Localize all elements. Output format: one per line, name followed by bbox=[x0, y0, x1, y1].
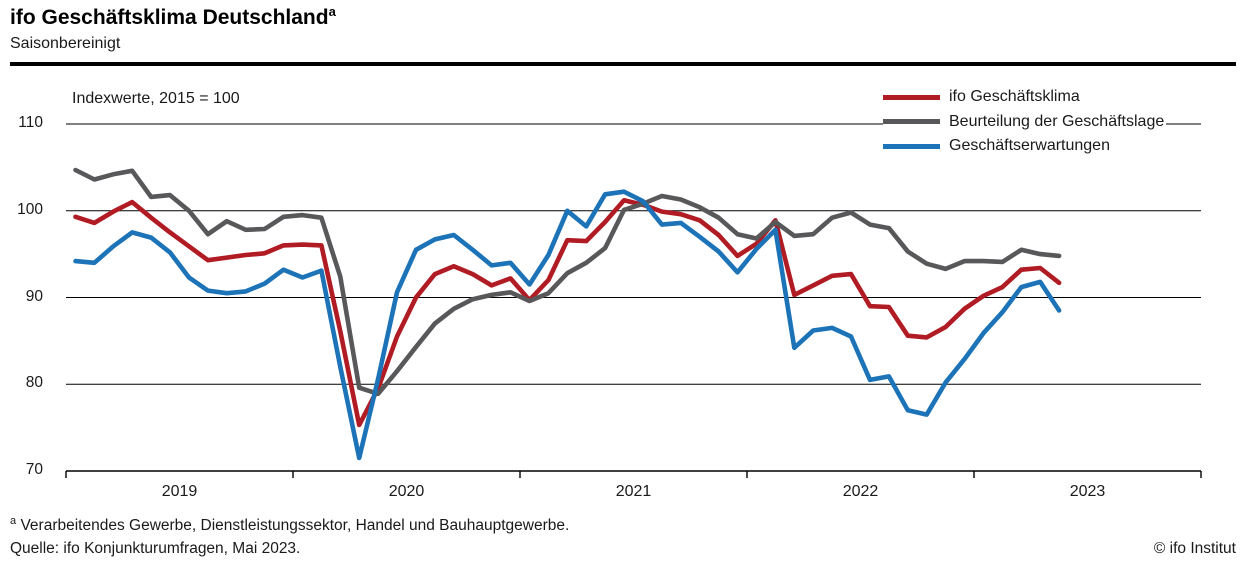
title-footnote-marker: a bbox=[328, 4, 336, 19]
situation-line bbox=[73, 167, 1062, 397]
legend-item-climate: ifo Geschäftsklima bbox=[883, 85, 1164, 110]
copyright: © ifo Institut bbox=[1153, 540, 1236, 557]
footnote-marker: a bbox=[10, 515, 17, 527]
expectations-line-swatch bbox=[883, 143, 940, 149]
x-tick-label-2022: 2022 bbox=[842, 483, 879, 500]
title-text: ifo Geschäftsklima Deutschland bbox=[10, 6, 329, 29]
x-tick-label-2020: 2020 bbox=[388, 483, 425, 500]
y-tick-label-100: 100 bbox=[17, 200, 43, 218]
situation-line-swatch bbox=[883, 119, 940, 125]
source-line: Quelle: ifo Konjunkturumfragen, Mai 2023… bbox=[10, 540, 301, 557]
climate-line bbox=[73, 198, 1062, 428]
legend-label: Beurteilung der Geschäftslage bbox=[949, 112, 1165, 130]
footnote: a Verarbeitendes Gewerbe, Dienstleistung… bbox=[10, 515, 569, 535]
legend-label: Geschäftserwartungen bbox=[949, 137, 1110, 155]
subtitle: Saisonbereinigt bbox=[10, 35, 121, 52]
legend-item-expectations: Geschäftserwartungen bbox=[883, 134, 1164, 159]
climate-line-swatch bbox=[883, 94, 940, 100]
legend-label: ifo Geschäftsklima bbox=[949, 88, 1080, 106]
header-divider bbox=[10, 62, 1236, 66]
y-tick-label-80: 80 bbox=[25, 374, 43, 392]
index-annotation: Indexwerte, 2015 = 100 bbox=[72, 90, 240, 107]
chart-legend: ifo Geschäftsklima Beurteilung der Gesch… bbox=[883, 85, 1167, 159]
page-title: ifo Geschäftsklima Deutschlanda bbox=[10, 4, 336, 30]
y-tick-label-90: 90 bbox=[25, 287, 43, 305]
x-tick-label-2019: 2019 bbox=[161, 483, 198, 500]
legend-item-situation: Beurteilung der Geschäftslage bbox=[883, 110, 1164, 135]
x-tick-label-2023: 2023 bbox=[1069, 483, 1106, 500]
y-tick-label-110: 110 bbox=[18, 114, 43, 131]
y-tick-label-70: 70 bbox=[25, 461, 43, 478]
x-tick-label-2021: 2021 bbox=[615, 483, 652, 500]
footnote-text: Verarbeitendes Gewerbe, Dienstleistungss… bbox=[20, 517, 570, 535]
expectations-line bbox=[73, 189, 1062, 461]
